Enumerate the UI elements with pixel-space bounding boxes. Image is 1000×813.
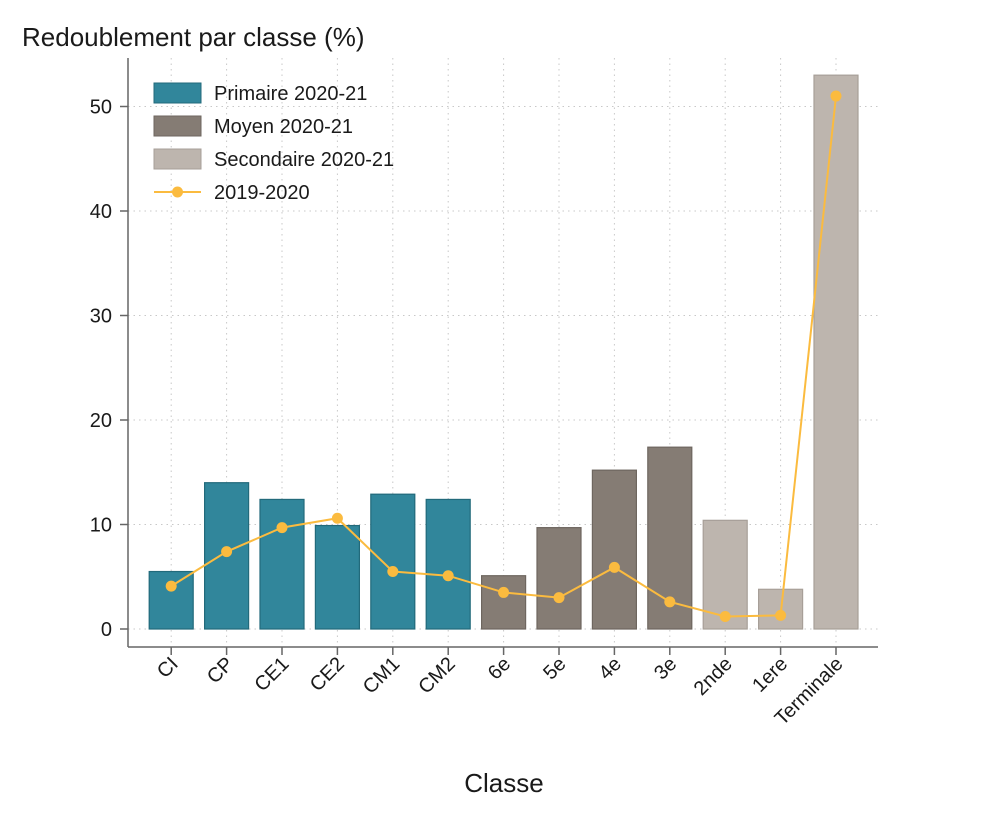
point-6e	[498, 586, 510, 598]
point-terminale	[830, 90, 842, 102]
x-tick-label-6e: 6e	[484, 653, 515, 684]
legend-swatch-moyen-2020-21	[153, 115, 202, 137]
bar-ce2	[314, 524, 360, 630]
x-tick-label-cp: CP	[203, 653, 238, 688]
legend-swatch-secondaire-2020-21	[153, 148, 202, 170]
bar-cm1	[370, 493, 416, 630]
bar-terminale	[813, 74, 859, 630]
point-ce2	[331, 512, 343, 524]
y-tick-label: 10	[90, 515, 112, 537]
x-axis-title: Classe	[464, 768, 543, 798]
line-series	[165, 90, 842, 622]
x-tick-label-2nde: 2nde	[690, 653, 737, 700]
y-tick-label: 40	[90, 201, 112, 223]
bar-5e	[536, 527, 582, 630]
legend-label-2019-2020: 2019-2020	[214, 182, 310, 204]
bar-cm2	[425, 498, 471, 630]
x-tick-label-cm1: CM1	[359, 653, 404, 698]
point-1ere	[775, 609, 787, 621]
y-tick-label: 0	[101, 619, 112, 641]
x-tick-label-ce1: CE1	[250, 653, 293, 696]
x-tick-label-3e: 3e	[650, 653, 681, 684]
legend-label-moyen-2020-21: Moyen 2020-21	[214, 116, 353, 138]
legend-swatch-marker	[172, 186, 183, 198]
y-tick-label: 50	[90, 97, 112, 119]
point-2nde	[719, 610, 731, 622]
bars	[148, 74, 859, 630]
legend: Primaire 2020-21 Moyen 2020-21 Secondaire …	[153, 82, 394, 204]
point-ci	[165, 580, 177, 592]
x-tick-label-5e: 5e	[539, 653, 570, 684]
bar-4e	[591, 469, 638, 630]
legend-label-secondaire-2020-21: Secondaire 2020-21	[214, 149, 394, 171]
bar-2nde	[702, 519, 748, 630]
y-tick-label: 20	[90, 410, 112, 432]
point-ce1	[276, 522, 288, 534]
point-cm2	[442, 570, 454, 582]
x-tick-label-1ere: 1ere	[748, 653, 792, 697]
x-tick-label-cm2: CM2	[414, 653, 459, 698]
x-tick-label-4e: 4e	[595, 653, 626, 684]
point-3e	[664, 596, 676, 608]
point-4e	[608, 561, 620, 573]
legend-swatch-primaire-2020-21	[153, 82, 202, 104]
point-cp	[221, 546, 233, 558]
x-tick-label-ce2: CE2	[306, 653, 349, 696]
bar-ce1	[259, 498, 305, 630]
x-tick-label-ci: CI	[153, 653, 183, 683]
bar-ci	[148, 570, 194, 630]
point-5e	[553, 592, 565, 604]
bar-6e	[481, 575, 527, 630]
y-tick-label: 30	[90, 306, 112, 328]
point-cm1	[387, 566, 399, 578]
legend-label-primaire-2020-21: Primaire 2020-21	[214, 83, 367, 105]
chart-title: Redoublement par classe (%)	[22, 22, 365, 52]
